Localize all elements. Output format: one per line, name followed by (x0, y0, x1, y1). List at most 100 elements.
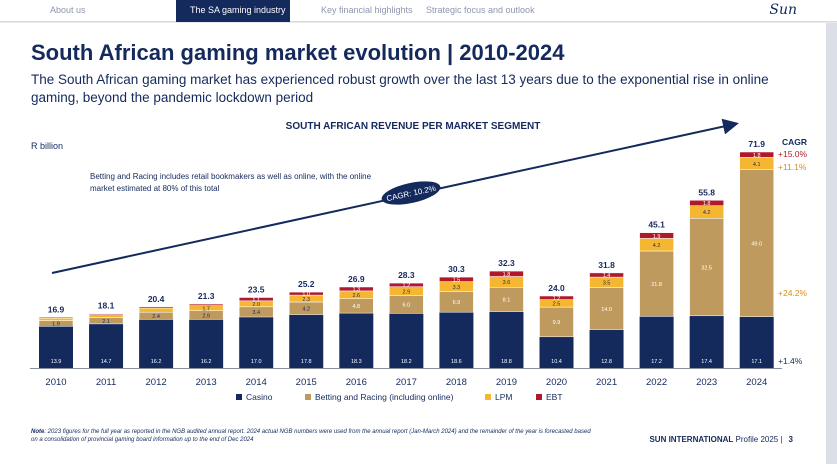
cagr-badge-shape (381, 181, 441, 205)
data-label: 2.0 (252, 302, 260, 308)
total-label: 28.3 (398, 270, 415, 280)
x-tick-label: 2010 (45, 377, 66, 388)
data-label: 2.5 (553, 302, 561, 308)
bar-segment (389, 313, 424, 368)
bar-segment (489, 311, 524, 368)
bar-segment (138, 307, 174, 313)
legend-label: Betting and Racing (including online) (315, 392, 454, 402)
bar-segment (239, 317, 274, 368)
x-tick-label: 2016 (346, 377, 367, 388)
bar-segment (689, 218, 724, 317)
total-label: 26.9 (348, 274, 365, 284)
data-label: 2.4 (152, 314, 160, 320)
data-label: 1.8 (753, 153, 761, 159)
data-label: 3.5 (603, 281, 611, 287)
data-label: 1.9 (52, 322, 60, 328)
bar-segment (589, 287, 624, 330)
bar-segment (639, 232, 674, 239)
data-label: 1.9 (653, 234, 661, 240)
cagr-value: +11.1% (778, 162, 807, 172)
data-label: 4.2 (302, 307, 310, 313)
tab-strategic-focus-outlook[interactable]: Strategic focus and outlook (426, 5, 535, 15)
tab-sa-gaming-industry[interactable]: The SA gaming industry (176, 0, 290, 22)
total-label: 32.3 (498, 258, 515, 268)
legend-swatch (485, 394, 491, 400)
chart-note: Betting and Racing includes retail bookm… (90, 172, 372, 193)
sun-logo[interactable]: Sun (769, 2, 797, 18)
x-tick-label: 2015 (296, 377, 317, 388)
page-number: 3 (788, 435, 793, 444)
data-label: 6.0 (403, 303, 411, 309)
data-label: 3.3 (453, 285, 461, 291)
data-label: 1.7 (202, 306, 210, 312)
data-label: 4.2 (703, 210, 711, 216)
tab-key-financial-highlights[interactable]: Key financial highlights (321, 5, 413, 15)
legend-swatch (305, 394, 311, 400)
legend-swatch (536, 394, 542, 400)
data-label: 18.6 (451, 359, 462, 365)
legend-label: EBT (546, 392, 563, 402)
cagr-value: +1.4% (778, 356, 803, 366)
bar-segment (739, 316, 774, 368)
footer-brand: SUN INTERNATIONAL (649, 435, 734, 444)
total-label: 45.1 (648, 220, 665, 230)
bar-segment (639, 316, 674, 368)
total-label: 55.8 (698, 187, 715, 197)
data-label: 3.6 (503, 280, 511, 286)
data-label: 18.2 (401, 359, 412, 365)
side-strip (826, 23, 837, 464)
total-label: 18.1 (98, 301, 115, 311)
total-label: 24.0 (548, 283, 565, 293)
y-axis-unit: R billion (31, 141, 64, 151)
bar-segment (439, 276, 474, 282)
bar-segment (289, 314, 324, 368)
data-label: 1.2 (403, 283, 411, 289)
x-tick-label: 2019 (496, 377, 517, 388)
bar-segment (439, 312, 474, 368)
data-label: 1.4 (603, 273, 611, 279)
total-label: 20.4 (148, 294, 165, 304)
data-label: 2.9 (202, 313, 210, 319)
bar-segment (189, 319, 224, 368)
data-label: 17.4 (701, 359, 712, 365)
bar-segment (539, 336, 574, 368)
x-tick-label: 2024 (746, 377, 767, 388)
top-navigation: About us The SA gaming industry Key fina… (0, 0, 837, 22)
data-label: 4.8 (352, 304, 360, 310)
x-tick-label: 2013 (196, 377, 217, 388)
data-label: 1.5 (453, 278, 461, 284)
total-label: 31.8 (598, 260, 615, 270)
total-label: 21.3 (198, 291, 215, 301)
bar-segment (589, 329, 624, 368)
total-label: 25.2 (298, 279, 315, 289)
bar-segment (689, 315, 724, 368)
data-label: 18.8 (501, 359, 512, 365)
bar-segment (489, 287, 524, 312)
bar-segment (89, 323, 124, 368)
total-label: 23.5 (248, 285, 265, 295)
data-label: 14.7 (101, 359, 112, 365)
x-tick-label: 2018 (446, 377, 467, 388)
bar-segment (539, 295, 574, 300)
total-label: 71.9 (748, 139, 765, 149)
total-label: 16.9 (48, 304, 65, 314)
data-label: 1.2 (553, 296, 561, 302)
bar-segment (389, 282, 424, 287)
data-label: 2.3 (302, 297, 310, 303)
x-tick-label: 2022 (646, 377, 667, 388)
data-label: 2.9 (403, 289, 411, 295)
cagr-badge: CAGR: 10.2% (381, 181, 441, 205)
x-tick-label: 2023 (696, 377, 717, 388)
data-label: 1.8 (703, 201, 711, 207)
page-subtitle: The South African gaming market has expe… (31, 72, 769, 105)
x-tick-label: 2011 (96, 377, 116, 388)
data-label: 1.8 (503, 272, 511, 278)
data-label: 12.8 (601, 359, 612, 365)
x-tick-label: 2020 (546, 377, 567, 388)
tab-about-us[interactable]: About us (50, 5, 86, 15)
data-label: 16.2 (201, 359, 212, 365)
bar-segment (489, 270, 524, 277)
cagr-header: CAGR (782, 137, 807, 147)
bar-segment (289, 291, 324, 296)
footnote: Note: 2023 figures for the full year as … (31, 428, 591, 444)
